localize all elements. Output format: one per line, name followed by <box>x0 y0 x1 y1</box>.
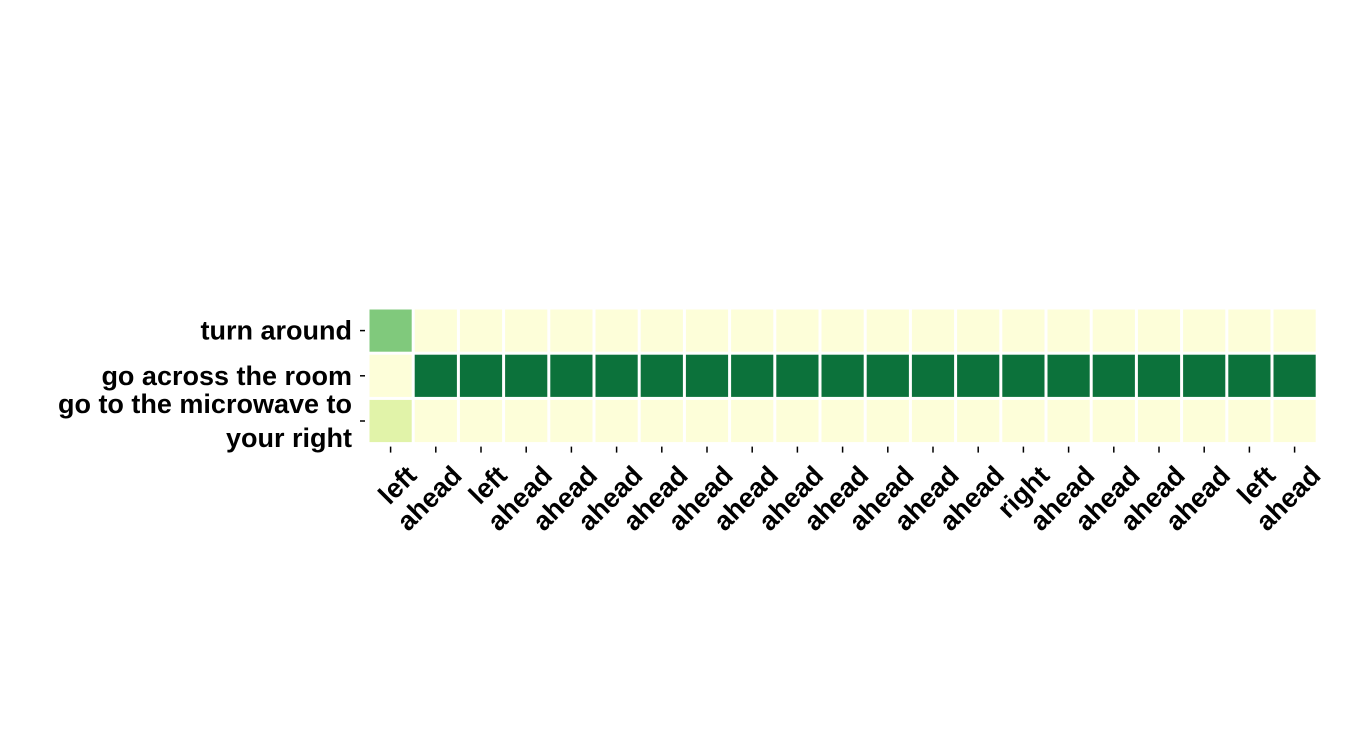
heatmap-cell <box>1047 354 1090 397</box>
heatmap-cell <box>685 399 729 443</box>
heatmap-cell <box>731 354 774 397</box>
heatmap-cell <box>1137 399 1181 443</box>
heatmap-cell <box>911 309 955 352</box>
heatmap-cell <box>1137 309 1181 352</box>
heatmap-cell <box>685 309 729 352</box>
heatmap-cell <box>414 399 457 443</box>
heatmap-cell <box>414 309 457 352</box>
heatmap-cell <box>595 399 638 443</box>
heatmap-cell <box>1228 399 1271 443</box>
heatmap-cells <box>369 309 1316 443</box>
heatmap-cell <box>821 309 864 352</box>
heatmap-cell <box>957 354 1000 397</box>
heatmap-cell <box>866 354 909 397</box>
heatmap-cell <box>911 399 955 443</box>
heatmap-cell <box>505 354 548 397</box>
heatmap-cell <box>1183 354 1226 397</box>
heatmap-cell <box>1228 354 1271 397</box>
heatmap-cell <box>640 399 683 443</box>
heatmap-cell <box>1047 399 1090 443</box>
heatmap-cell <box>1183 399 1226 443</box>
heatmap-cell <box>459 399 503 443</box>
heatmap-cell <box>776 399 819 443</box>
heatmap-cell <box>911 354 955 397</box>
heatmap-cell <box>369 399 412 443</box>
y-tick-label: go to the microwave to your right <box>58 389 352 453</box>
heatmap-cell <box>505 309 548 352</box>
heatmap-cell <box>459 354 503 397</box>
y-tick-label: turn around <box>201 316 352 346</box>
heatmap-cell <box>1002 354 1045 397</box>
heatmap-cell <box>640 354 683 397</box>
heatmap-cell <box>1002 399 1045 443</box>
heatmap-cell <box>776 309 819 352</box>
heatmap-cell <box>1273 354 1316 397</box>
heatmap-cell <box>866 309 909 352</box>
heatmap-cell <box>731 399 774 443</box>
heatmap-cell <box>1047 309 1090 352</box>
heatmap-cell <box>369 354 412 397</box>
heatmap-cell <box>1137 354 1181 397</box>
heatmap-cell <box>1228 309 1271 352</box>
x-axis: leftaheadleftaheadaheadaheadaheadaheadah… <box>373 446 1326 537</box>
heatmap-cell <box>414 354 457 397</box>
y-tick-label: go across the room <box>101 361 352 391</box>
heatmap-cell <box>595 309 638 352</box>
heatmap-cell <box>776 354 819 397</box>
heatmap-cell <box>369 309 412 352</box>
heatmap-cell <box>821 354 864 397</box>
heatmap-cell <box>550 354 593 397</box>
heatmap-cell <box>459 309 503 352</box>
heatmap-cell <box>821 399 864 443</box>
heatmap-cell <box>957 309 1000 352</box>
heatmap-cell <box>685 354 729 397</box>
heatmap-cell <box>640 309 683 352</box>
heatmap-cell <box>505 399 548 443</box>
heatmap-cell <box>1002 309 1045 352</box>
heatmap-cell <box>1273 399 1316 443</box>
heatmap-cell <box>595 354 638 397</box>
heatmap-cell <box>550 309 593 352</box>
heatmap-cell <box>1273 309 1316 352</box>
heatmap-cell <box>1092 309 1135 352</box>
heatmap-cell <box>866 399 909 443</box>
heatmap-cell <box>731 309 774 352</box>
heatmap-cell <box>550 399 593 443</box>
heatmap-cell <box>1092 399 1135 443</box>
heatmap-cell <box>1092 354 1135 397</box>
heatmap-cell <box>957 399 1000 443</box>
heatmap-cell <box>1183 309 1226 352</box>
